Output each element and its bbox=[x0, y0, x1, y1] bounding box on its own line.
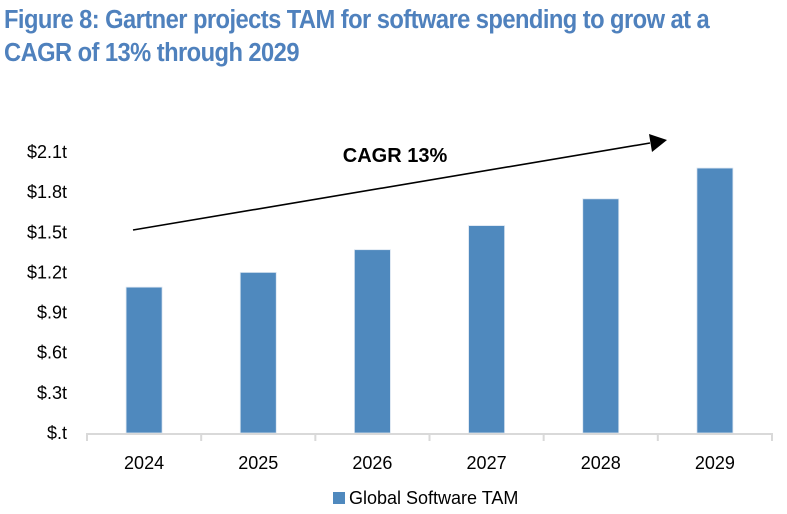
y-tick-label: $.9t bbox=[37, 303, 67, 323]
legend: Global Software TAM bbox=[333, 488, 518, 508]
y-tick-label: $.6t bbox=[37, 343, 67, 363]
x-tick-label: 2027 bbox=[467, 453, 507, 473]
cagr-arrow bbox=[132, 142, 651, 231]
bar-2027 bbox=[468, 225, 505, 434]
cagr-arrow-head bbox=[649, 134, 667, 152]
bar-2028 bbox=[582, 198, 620, 434]
y-tick-label: $2.1t bbox=[27, 142, 67, 162]
x-tick-label: 2024 bbox=[124, 453, 164, 473]
figure-title-line-1: Figure 8: Gartner projects TAM for softw… bbox=[4, 6, 710, 34]
y-tick-label: $.t bbox=[47, 423, 67, 443]
x-axis-labels: 2024 2025 2026 2027 2028 2029 bbox=[124, 453, 735, 473]
cagr-annotation: CAGR 13% bbox=[132, 134, 667, 231]
y-axis-labels: $.t $.3t $.6t $.9t $1.2t $1.5t $1.8t $2.1t bbox=[27, 142, 67, 443]
bar-2025 bbox=[239, 272, 277, 434]
figure-title: Figure 8: Gartner projects TAM for softw… bbox=[4, 4, 734, 70]
x-tick-label: 2026 bbox=[352, 453, 392, 473]
legend-swatch bbox=[333, 492, 345, 504]
x-axis bbox=[86, 433, 773, 441]
x-tick-label: 2025 bbox=[238, 453, 278, 473]
bar-2026 bbox=[354, 249, 391, 434]
y-tick-label: $1.8t bbox=[27, 182, 67, 202]
legend-label: Global Software TAM bbox=[349, 488, 518, 508]
y-tick-label: $1.2t bbox=[27, 262, 67, 282]
y-tick-label: $.3t bbox=[37, 383, 67, 403]
bar-2024 bbox=[125, 286, 163, 434]
figure-title-line-2: CAGR of 13% through 2029 bbox=[4, 39, 300, 67]
x-tick-label: 2029 bbox=[695, 453, 735, 473]
cagr-label: CAGR 13% bbox=[343, 145, 448, 167]
y-tick-label: $1.5t bbox=[27, 222, 67, 242]
bars bbox=[125, 167, 734, 434]
bar-2029 bbox=[696, 167, 734, 434]
x-tick-label: 2028 bbox=[581, 453, 621, 473]
